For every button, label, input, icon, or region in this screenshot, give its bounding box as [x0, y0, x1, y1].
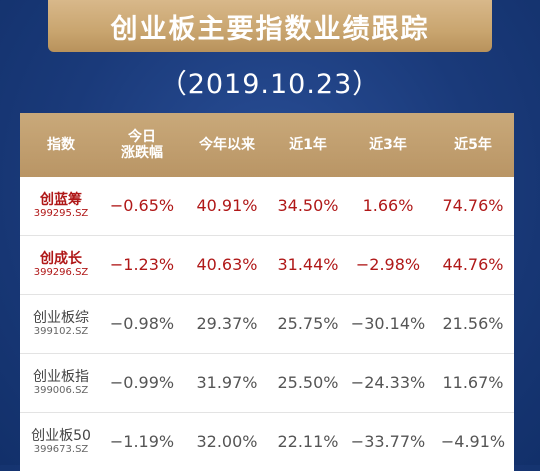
- index-name-cell: 创蓝筹 399295.SZ: [20, 177, 102, 235]
- index-name: 创业板指: [33, 369, 89, 386]
- value-3y: −30.14%: [350, 313, 426, 333]
- index-code: 399006.SZ: [33, 385, 89, 397]
- date-label: （2019.10.23）: [159, 69, 381, 100]
- header-index: 指数: [47, 136, 75, 153]
- index-name: 创成长: [40, 251, 82, 268]
- header-5y: 近5年: [454, 136, 492, 153]
- table-header-row: 指数 今日 涨跌幅 今年以来 近1年 近3年 近5年: [20, 113, 514, 177]
- index-name: 创业板综: [33, 310, 89, 327]
- index-code: 399295.SZ: [33, 208, 89, 220]
- table-row: 创业板50 399673.SZ −1.19% 32.00% 22.11% −33…: [20, 412, 514, 471]
- value-1y: 25.50%: [277, 372, 339, 392]
- value-ytd: 40.91%: [196, 195, 258, 215]
- value-ytd: 29.37%: [196, 313, 258, 333]
- table-row: 创业板指 399006.SZ −0.99% 31.97% 25.50% −24.…: [20, 353, 514, 412]
- title-banner: 创业板主要指数业绩跟踪: [48, 0, 492, 52]
- table-row: 创蓝筹 399295.SZ −0.65% 40.91% 34.50% 1.66%…: [20, 177, 514, 235]
- header-1y: 近1年: [289, 136, 327, 153]
- value-5y: 74.76%: [442, 195, 504, 215]
- index-performance-table: 指数 今日 涨跌幅 今年以来 近1年 近3年 近5年 创蓝筹 399295.SZ …: [20, 113, 514, 471]
- value-ytd: 32.00%: [196, 431, 258, 451]
- value-daily-change: −0.65%: [109, 195, 175, 215]
- header-daily-change-line-1: 涨跌幅: [121, 145, 163, 161]
- header-daily-change: 今日 涨跌幅: [102, 113, 182, 177]
- value-1y: 22.11%: [277, 431, 339, 451]
- table-row: 创业板综 399102.SZ −0.98% 29.37% 25.75% −30.…: [20, 294, 514, 353]
- value-5y: 11.67%: [442, 372, 504, 392]
- index-code: 399673.SZ: [33, 444, 89, 456]
- value-3y: 1.66%: [362, 195, 414, 215]
- value-daily-change: −0.98%: [109, 313, 175, 333]
- value-daily-change: −1.19%: [109, 431, 175, 451]
- index-name-cell: 创业板50 399673.SZ: [20, 413, 102, 471]
- value-5y: 44.76%: [442, 254, 504, 274]
- index-code: 399102.SZ: [33, 326, 89, 338]
- value-daily-change: −0.99%: [109, 372, 175, 392]
- page-title: 创业板主要指数业绩跟踪: [110, 13, 430, 45]
- index-name-cell: 创业板指 399006.SZ: [20, 354, 102, 412]
- index-name-cell: 创成长 399296.SZ: [20, 236, 102, 294]
- value-1y: 31.44%: [277, 254, 339, 274]
- value-3y: −24.33%: [350, 372, 426, 392]
- value-5y: −4.91%: [440, 431, 506, 451]
- value-3y: −33.77%: [350, 431, 426, 451]
- value-1y: 34.50%: [277, 195, 339, 215]
- value-1y: 25.75%: [277, 313, 339, 333]
- value-ytd: 31.97%: [196, 372, 258, 392]
- header-daily-change-line-0: 今日: [128, 128, 156, 145]
- index-name: 创蓝筹: [40, 192, 82, 209]
- index-code: 399296.SZ: [33, 267, 89, 279]
- value-3y: −2.98%: [355, 254, 421, 274]
- value-daily-change: −1.23%: [109, 254, 175, 274]
- header-3y: 近3年: [369, 136, 407, 153]
- index-name-cell: 创业板综 399102.SZ: [20, 295, 102, 353]
- table-row: 创成长 399296.SZ −1.23% 40.63% 31.44% −2.98…: [20, 235, 514, 294]
- header-ytd: 今年以来: [199, 136, 255, 153]
- value-5y: 21.56%: [442, 313, 504, 333]
- index-name: 创业板50: [31, 428, 91, 445]
- value-ytd: 40.63%: [196, 254, 258, 274]
